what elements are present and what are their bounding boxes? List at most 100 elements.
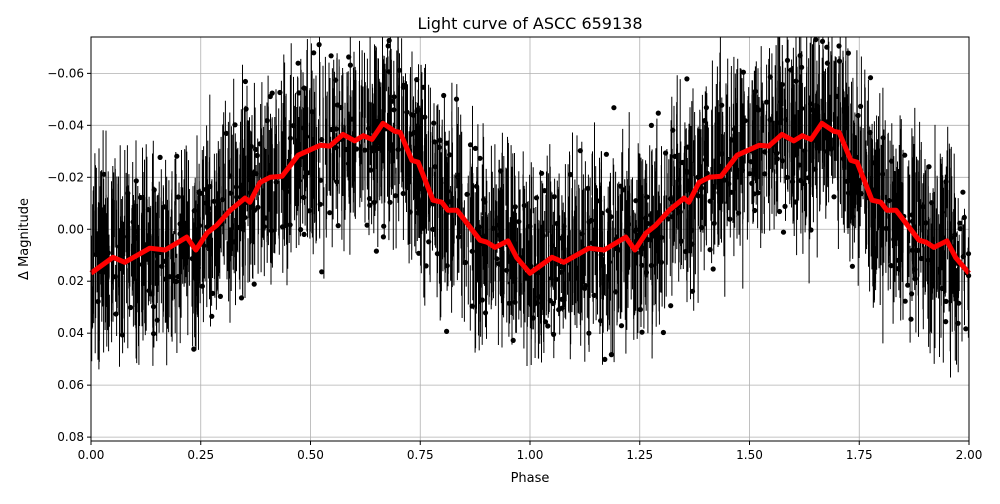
observation-point: [443, 180, 449, 186]
observation-point: [133, 178, 139, 184]
observation-point: [228, 190, 234, 196]
observation-point: [173, 278, 179, 285]
observation-point: [677, 209, 683, 215]
observation-point: [362, 147, 368, 153]
observation-point: [702, 118, 708, 124]
observation-point: [749, 180, 755, 186]
observation-point: [940, 235, 947, 241]
observation-point: [434, 251, 440, 257]
observation-point: [909, 212, 915, 218]
observation-point: [711, 220, 717, 226]
observation-point: [719, 151, 725, 157]
observation-point: [686, 178, 692, 184]
observation-point: [880, 135, 886, 141]
observation-point: [161, 204, 167, 210]
observation-point: [154, 317, 160, 323]
observation-point: [349, 116, 355, 122]
observation-point: [585, 185, 591, 191]
observation-point: [263, 215, 269, 221]
observation-point: [423, 263, 429, 269]
observation-point: [454, 174, 461, 180]
observation-point: [366, 125, 372, 132]
observation-point: [175, 194, 181, 200]
observation-point: [436, 144, 442, 150]
observation-point: [162, 276, 168, 282]
observation-point: [193, 276, 199, 282]
observation-point: [679, 159, 685, 166]
observation-point: [112, 274, 118, 280]
y-tick-label: 0.00: [57, 222, 84, 236]
observation-point: [333, 145, 339, 151]
observation-point: [689, 241, 695, 247]
observation-point: [420, 84, 426, 90]
observation-point: [774, 150, 780, 156]
observation-point: [799, 105, 805, 112]
observation-point: [391, 107, 397, 113]
observation-point: [407, 209, 413, 215]
y-tick-label: 0.06: [57, 378, 84, 392]
observation-point: [290, 123, 297, 129]
observation-point: [583, 283, 589, 289]
observation-point: [277, 89, 283, 96]
observation-point: [199, 283, 205, 289]
observation-point: [545, 323, 551, 329]
observation-point: [824, 60, 831, 66]
observation-point: [727, 216, 733, 222]
observation-point: [710, 266, 716, 272]
observation-point: [618, 323, 625, 329]
observation-point: [396, 67, 402, 73]
observation-point: [179, 254, 185, 260]
observation-point: [287, 135, 293, 141]
observation-point: [883, 225, 889, 231]
observation-point: [233, 184, 239, 190]
observation-point: [217, 293, 223, 299]
observation-point: [353, 146, 360, 152]
observation-point: [796, 162, 802, 168]
observation-point: [645, 220, 651, 227]
observation-point: [670, 127, 676, 133]
observation-point: [93, 251, 99, 258]
observation-point: [637, 306, 644, 313]
x-tick-label: 1.00: [517, 448, 544, 462]
observation-point: [319, 137, 325, 143]
observation-point: [328, 53, 334, 59]
observation-point: [510, 337, 516, 343]
observation-point: [684, 76, 690, 82]
observation-point: [799, 64, 805, 70]
observation-point: [549, 243, 556, 249]
observation-point: [798, 177, 804, 184]
observation-point: [182, 220, 188, 226]
observation-point: [220, 197, 226, 203]
observation-point: [605, 208, 611, 214]
observation-point: [527, 223, 533, 229]
observation-point: [437, 137, 443, 143]
observation-point: [389, 98, 395, 104]
observation-point: [223, 130, 229, 136]
observation-point: [279, 224, 286, 230]
observation-point: [824, 44, 830, 50]
observation-point: [306, 208, 312, 214]
observation-point: [445, 188, 451, 194]
observation-point: [880, 171, 886, 177]
observation-point: [780, 229, 787, 235]
observation-point: [157, 154, 163, 160]
observation-point: [530, 315, 536, 321]
observation-point: [823, 131, 829, 137]
observation-point: [955, 320, 961, 326]
observation-point: [929, 200, 935, 206]
observation-point: [364, 222, 370, 228]
x-tick-label: 2.00: [956, 448, 983, 462]
observation-point: [685, 144, 691, 150]
observation-point: [663, 150, 669, 156]
observation-point: [533, 195, 540, 201]
observation-point: [496, 222, 502, 228]
observation-point: [101, 171, 107, 177]
observation-point: [298, 227, 304, 233]
observation-point: [371, 199, 377, 205]
observation-point: [633, 198, 639, 204]
observation-point: [521, 202, 527, 209]
observation-point: [482, 310, 489, 316]
observation-point: [639, 262, 645, 268]
observation-point: [665, 216, 671, 222]
